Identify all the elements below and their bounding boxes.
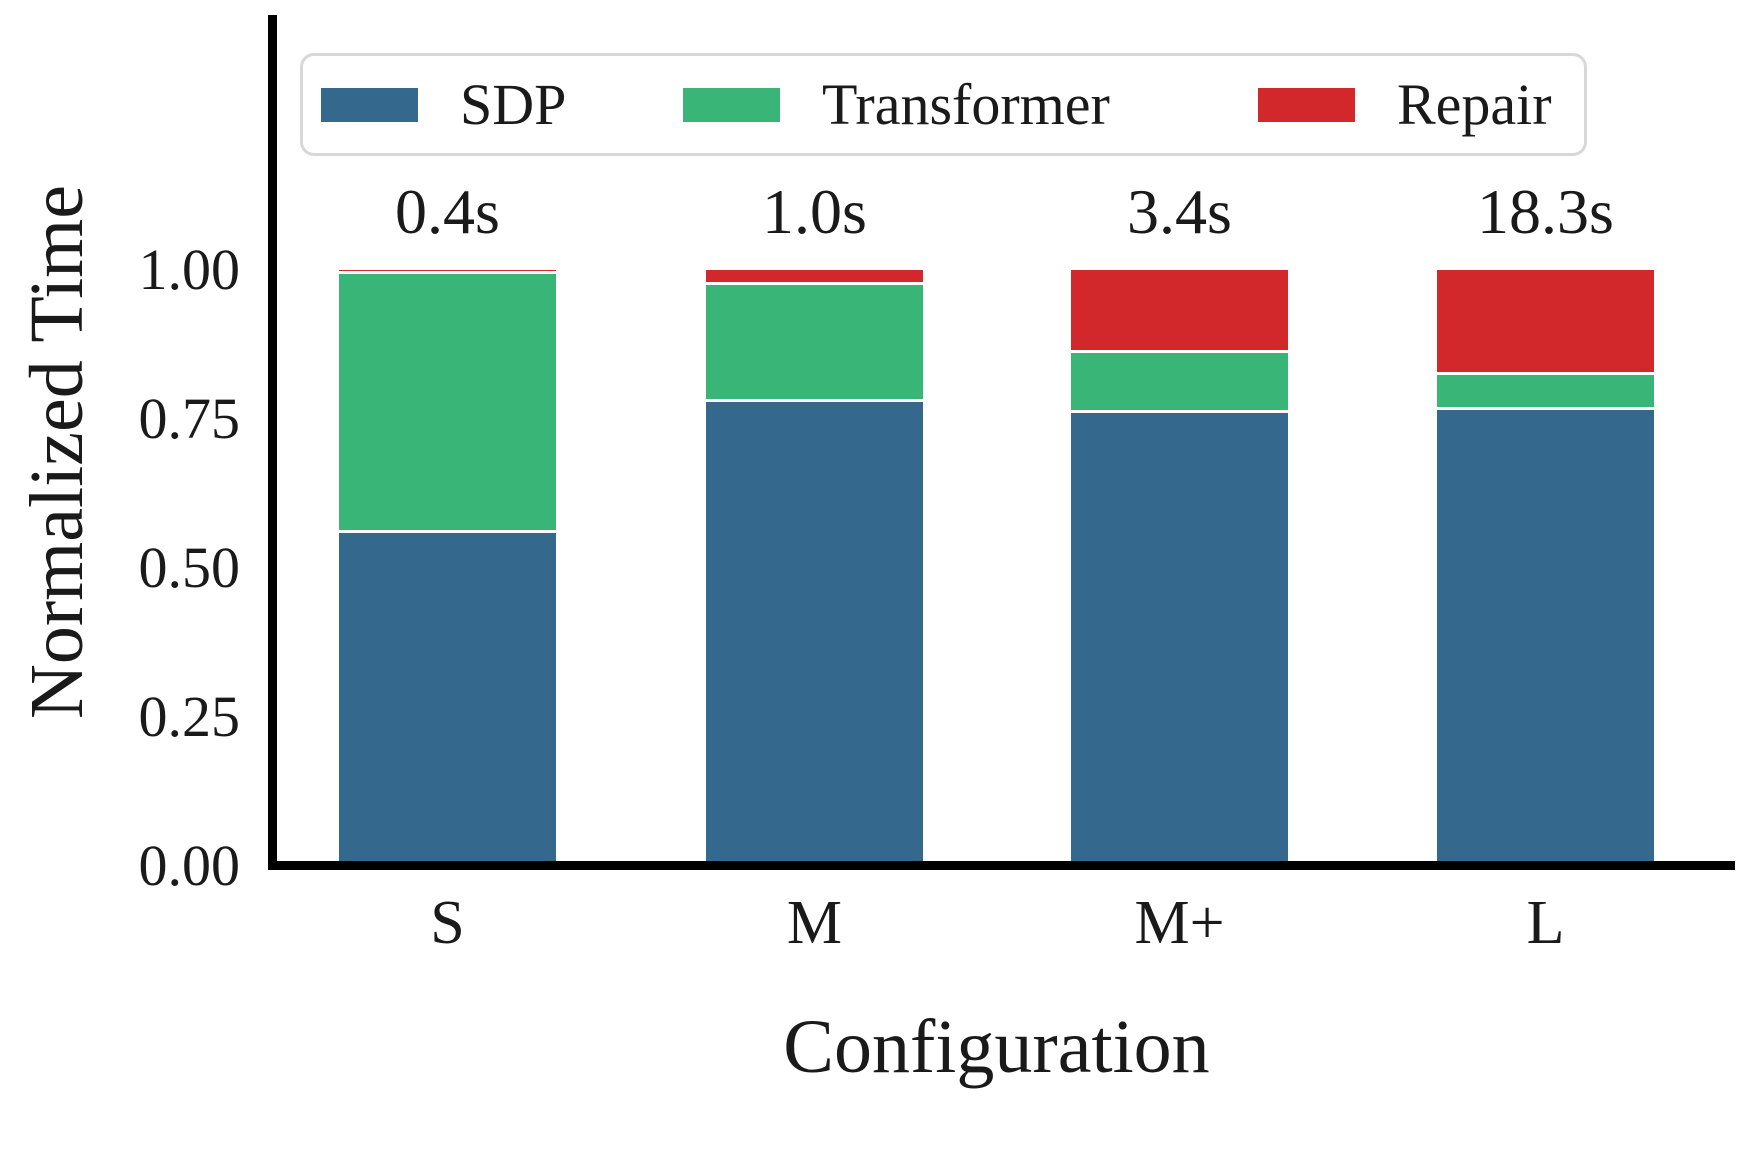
legend-item-transformer: Transformer [683,56,1110,153]
legend-swatch-sdp [321,87,418,122]
segment-divider [339,530,556,534]
segment-divider [706,282,923,286]
bar-S [339,270,556,866]
legend-swatch-transformer [683,87,780,122]
segment-divider [339,271,556,275]
legend-item-sdp: SDP [321,56,566,153]
segment-divider [1071,410,1288,414]
annotation-M: 1.0s [762,176,867,247]
segment-divider [1437,406,1654,410]
segment-repair-M [706,270,923,284]
legend-label-sdp: SDP [460,72,567,137]
annotation-S: 0.4s [395,176,500,247]
segment-transformer-L [1437,373,1654,409]
segment-divider [1071,349,1288,353]
y-axis-spine [268,15,277,870]
annotation-L: 18.3s [1477,176,1614,247]
legend: SDP Transformer Repair [300,53,1587,156]
segment-transformer-M+ [1071,351,1288,412]
y-tick-0.00: 0.00 [138,833,241,898]
legend-swatch-repair [1258,87,1355,122]
segment-sdp-M+ [1071,411,1288,866]
segment-transformer-M [706,283,923,401]
x-axis-spine [268,861,1735,870]
legend-label-repair: Repair [1397,72,1552,137]
y-axis-title: Normalized Time [15,184,99,720]
x-tick-S: S [430,889,465,957]
segment-sdp-L [1437,408,1654,866]
bar-M+ [1071,270,1288,866]
x-tick-M: M [786,889,843,957]
segment-sdp-S [339,531,556,866]
x-axis-title: Configuration [783,1005,1210,1089]
annotation-M+: 3.4s [1127,176,1232,247]
segment-repair-M+ [1071,270,1288,352]
bar-M [706,270,923,866]
segment-repair-L [1437,270,1654,374]
segment-transformer-S [339,273,556,532]
x-tick-M+: M+ [1134,889,1225,957]
legend-label-transformer: Transformer [822,72,1110,137]
y-tick-1.00: 1.00 [138,237,241,302]
legend-item-repair: Repair [1258,56,1552,153]
x-tick-L: L [1526,889,1565,957]
bar-L [1437,270,1654,866]
y-tick-0.75: 0.75 [138,386,241,451]
segment-divider [1437,371,1654,375]
segment-divider [706,399,923,403]
y-tick-0.50: 0.50 [138,535,241,600]
segment-sdp-M [706,400,923,866]
y-tick-0.25: 0.25 [138,684,241,749]
